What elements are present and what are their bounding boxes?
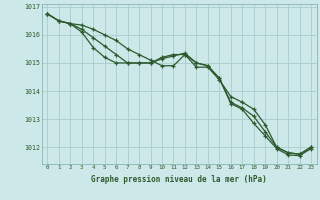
X-axis label: Graphe pression niveau de la mer (hPa): Graphe pression niveau de la mer (hPa): [91, 175, 267, 184]
